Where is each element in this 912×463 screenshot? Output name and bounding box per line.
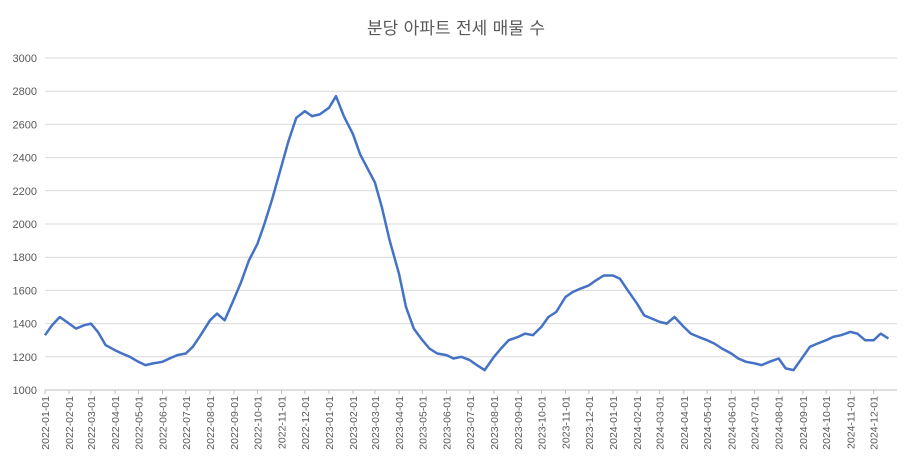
x-tick-label: 2024-12-01 bbox=[869, 396, 881, 450]
x-tick-label: 2023-05-01 bbox=[417, 396, 429, 450]
x-tick-label: 2024-05-01 bbox=[702, 396, 714, 450]
x-tick-label: 2022-03-01 bbox=[86, 396, 98, 450]
x-tick-label: 2024-02-01 bbox=[632, 396, 644, 450]
x-tick-label: 2022-07-01 bbox=[181, 396, 193, 450]
x-tick-label: 2023-09-01 bbox=[513, 396, 525, 450]
y-tick-label: 2800 bbox=[13, 86, 37, 98]
y-tick-label: 2200 bbox=[13, 186, 37, 198]
x-tick-label: 2022-11-01 bbox=[277, 396, 289, 449]
x-tick-label: 2022-09-01 bbox=[229, 396, 241, 450]
x-tick-label: 2022-02-01 bbox=[64, 396, 76, 450]
x-tick-label: 2024-11-01 bbox=[845, 396, 857, 449]
x-tick-label: 2024-03-01 bbox=[655, 396, 667, 450]
x-tick-label: 2023-12-01 bbox=[584, 396, 596, 450]
x-tick-label: 2024-07-01 bbox=[750, 396, 762, 450]
x-tick-label: 2022-01-01 bbox=[40, 396, 52, 450]
y-tick-label: 2400 bbox=[13, 153, 37, 165]
x-tick-label: 2023-04-01 bbox=[394, 396, 406, 450]
y-tick-label: 2000 bbox=[13, 219, 37, 231]
x-tick-label: 2024-01-01 bbox=[608, 396, 620, 450]
y-tick-label: 2600 bbox=[13, 119, 37, 131]
y-tick-label: 1200 bbox=[13, 352, 37, 364]
x-tick-label: 2023-02-01 bbox=[348, 396, 360, 450]
x-tick-label: 2024-06-01 bbox=[726, 396, 738, 450]
y-tick-label: 3000 bbox=[13, 53, 37, 65]
x-tick-label: 2022-06-01 bbox=[157, 396, 169, 450]
y-tick-label: 1400 bbox=[13, 319, 37, 331]
x-tick-label: 2023-10-01 bbox=[536, 396, 548, 450]
x-tick-label: 2023-06-01 bbox=[441, 396, 453, 450]
x-tick-label: 2023-11-01 bbox=[561, 396, 573, 449]
chart-title: 분당 아파트 전세 매물 수 bbox=[366, 19, 545, 39]
x-tick-label: 2024-09-01 bbox=[798, 396, 810, 450]
x-tick-label: 2023-07-01 bbox=[465, 396, 477, 450]
x-tick-label: 2023-08-01 bbox=[489, 396, 501, 450]
x-tick-label: 2022-10-01 bbox=[252, 396, 264, 450]
y-tick-label: 1000 bbox=[13, 385, 37, 397]
x-tick-label: 2023-03-01 bbox=[370, 396, 382, 450]
x-tick-label: 2022-08-01 bbox=[205, 396, 217, 450]
x-tick-label: 2022-04-01 bbox=[110, 396, 122, 450]
series-line bbox=[43, 94, 890, 372]
x-tick-label: 2024-10-01 bbox=[821, 396, 833, 450]
y-tick-label: 1800 bbox=[13, 252, 37, 264]
x-tick-label: 2023-01-01 bbox=[324, 396, 336, 450]
x-tick-label: 2022-12-01 bbox=[300, 396, 312, 450]
y-tick-label: 1600 bbox=[13, 285, 37, 297]
x-tick-label: 2024-04-01 bbox=[679, 396, 691, 450]
x-tick-label: 2024-08-01 bbox=[774, 396, 786, 450]
x-tick-label: 2022-05-01 bbox=[133, 396, 145, 450]
